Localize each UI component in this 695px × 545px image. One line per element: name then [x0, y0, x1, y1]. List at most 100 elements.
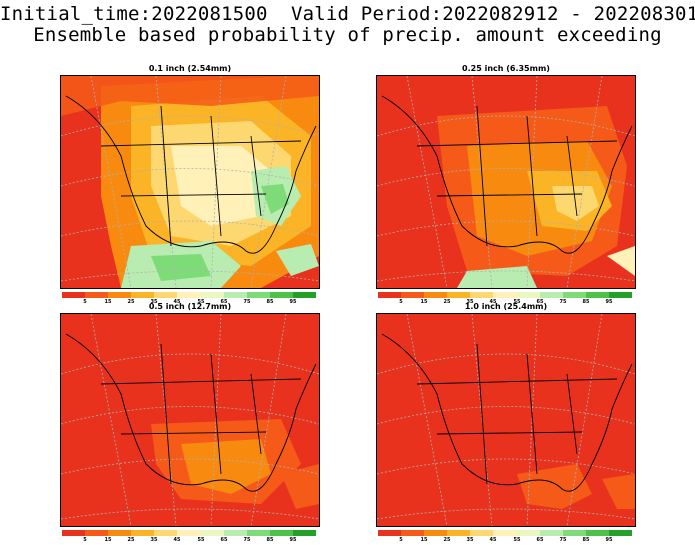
- colorbar-tick-label: 35: [150, 537, 158, 543]
- colorbar-swatch: [516, 530, 540, 536]
- colorbar-tick-label: 35: [466, 537, 474, 543]
- colorbar-swatch: [246, 292, 270, 298]
- colorbar-swatch: [424, 292, 448, 298]
- colorbar-tick-label: 45: [489, 299, 497, 305]
- colorbar-swatch: [585, 292, 609, 298]
- colorbar-tick-label: 85: [266, 537, 274, 543]
- colorbar-tick-label: 5: [399, 537, 403, 543]
- colorbar-tick-label: 95: [605, 299, 613, 305]
- colorbar-tick-label: 85: [582, 299, 590, 305]
- colorbar-tick-label: 25: [443, 299, 451, 305]
- map-canvas: [61, 76, 319, 288]
- map-canvas: [61, 314, 319, 526]
- colorbar-tick-label: 45: [173, 537, 181, 543]
- colorbar-swatch: [269, 530, 293, 536]
- panel-title: 0.1 inch (2.54mm): [148, 64, 232, 73]
- colorbar-swatch: [516, 292, 540, 298]
- colorbar-tick-label: 5: [83, 537, 87, 543]
- colorbar-swatch: [539, 292, 563, 298]
- colorbar-tick-label: 45: [489, 537, 497, 543]
- colorbar-labels: 5 15 25 35 45 55 65 75 85 95: [62, 537, 316, 545]
- colorbar-tick-label: 5: [399, 299, 403, 305]
- colorbar-swatch: [470, 292, 494, 298]
- colorbar-tick-label: 25: [443, 537, 451, 543]
- colorbar-labels: 5 15 25 35 45 55 65 75 85 95: [378, 299, 632, 307]
- colorbar-swatch: [108, 530, 132, 536]
- probability-map: [60, 313, 320, 527]
- panel-title: 0.25 inch (6.35mm): [462, 64, 550, 73]
- colorbar-tick-label: 75: [243, 299, 251, 305]
- colorbar-swatch: [200, 530, 224, 536]
- colorbar-tick-label: 75: [243, 537, 251, 543]
- coastlines-borders: [381, 95, 633, 254]
- colorbar-swatch: [447, 292, 471, 298]
- probability-map: [376, 313, 636, 527]
- colorbar-tick-label: 95: [289, 537, 297, 543]
- colorbar-tick-label: 15: [104, 537, 112, 543]
- colorbar-tick-label: 95: [289, 299, 297, 305]
- colorbar-swatch: [292, 292, 317, 298]
- colorbar-labels: 5 15 25 35 45 55 65 75 85 95: [62, 299, 316, 307]
- colorbar-swatch: [447, 530, 471, 536]
- colorbar-swatch: [177, 292, 201, 298]
- colorbar-tick-label: 15: [104, 299, 112, 305]
- colorbar-tick-label: 75: [559, 299, 567, 305]
- lat-lon-grid: [61, 314, 319, 526]
- probability-map: [60, 75, 320, 289]
- panel-title: 0.5 inch (12.7mm): [148, 302, 232, 311]
- colorbar-swatch: [493, 530, 517, 536]
- colorbar-tick-label: 65: [220, 299, 228, 305]
- colorbar-tick-label: 85: [266, 299, 274, 305]
- map-canvas: [377, 76, 635, 288]
- colorbar-swatch: [223, 530, 247, 536]
- colorbar-swatch: [269, 292, 293, 298]
- panel-0-25-inch: 0.25 inch (6.35mm): [376, 64, 636, 305]
- colorbar-swatch: [246, 530, 270, 536]
- colorbar-tick-label: 25: [127, 299, 135, 305]
- colorbar-tick-label: 75: [559, 537, 567, 543]
- lat-lon-grid: [377, 76, 635, 288]
- colorbar-tick-label: 95: [605, 537, 613, 543]
- colorbar-tick-label: 25: [127, 537, 135, 543]
- colorbar: [378, 292, 633, 298]
- colorbar-swatch: [470, 530, 494, 536]
- colorbar-tick-label: 55: [513, 537, 521, 543]
- colorbar-tick-label: 65: [220, 537, 228, 543]
- colorbar-swatch: [85, 292, 109, 298]
- coastlines-borders: [65, 333, 317, 492]
- colorbar-swatch: [608, 292, 633, 298]
- colorbar-tick-label: 15: [420, 537, 428, 543]
- colorbar-swatch: [131, 530, 155, 536]
- colorbar: [62, 530, 317, 536]
- colorbar-swatch: [401, 292, 425, 298]
- colorbar-tick-label: 65: [536, 537, 544, 543]
- panel-0-5-inch: 0.5 inch (12.7mm): [60, 302, 320, 543]
- colorbar-swatch: [223, 292, 247, 298]
- colorbar-swatch: [177, 530, 201, 536]
- colorbar-swatch: [562, 292, 586, 298]
- colorbar-swatch: [108, 292, 132, 298]
- colorbar-tick-label: 35: [150, 299, 158, 305]
- colorbar-tick-label: 15: [420, 299, 428, 305]
- colorbar-swatch: [62, 292, 86, 298]
- colorbar-labels: 5 15 25 35 45 55 65 75 85 95: [378, 537, 632, 545]
- header-line-2: Ensemble based probability of precip. am…: [33, 24, 662, 46]
- colorbar-swatch: [562, 530, 586, 536]
- colorbar-swatch: [154, 292, 178, 298]
- colorbar-swatch: [154, 530, 178, 536]
- panel-title: 1.0 inch (25.4mm): [464, 302, 548, 311]
- colorbar-swatch: [378, 292, 402, 298]
- colorbar-tick-label: 45: [173, 299, 181, 305]
- lat-lon-grid: [377, 314, 635, 526]
- colorbar-tick-label: 5: [83, 299, 87, 305]
- header-line-1: Initial_time:2022081500 Valid Period:202…: [0, 3, 695, 25]
- colorbar-tick-label: 35: [466, 299, 474, 305]
- colorbar-tick-label: 55: [197, 537, 205, 543]
- colorbar-swatch: [378, 530, 402, 536]
- colorbar-swatch: [608, 530, 633, 536]
- colorbar-tick-label: 65: [536, 299, 544, 305]
- colorbar-swatch: [493, 292, 517, 298]
- panel-0-1-inch: 0.1 inch (2.54mm): [60, 64, 320, 305]
- probability-map: [376, 75, 636, 289]
- colorbar: [378, 530, 633, 536]
